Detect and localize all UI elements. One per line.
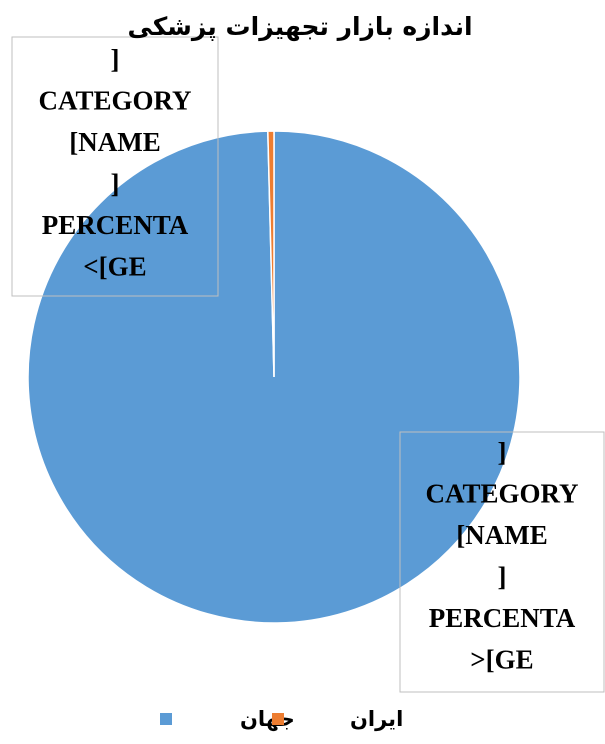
data-label: <[GE	[83, 252, 146, 282]
legend-swatch	[272, 713, 284, 725]
data-label: ]	[498, 437, 507, 467]
chart-title: اندازه بازار تجهیزات پزشکی	[127, 12, 472, 42]
legend-swatch	[160, 713, 172, 725]
pie	[27, 130, 521, 624]
legend: جهان ایران	[160, 707, 403, 731]
data-label: PERCENTA	[429, 603, 576, 633]
legend-label: ایران	[350, 707, 403, 731]
data-label: ]	[498, 562, 507, 592]
data-label: CATEGORY	[425, 479, 578, 509]
data-label: >[GE	[470, 645, 533, 675]
data-label: PERCENTA	[42, 210, 189, 240]
data-label: [NAME	[69, 127, 160, 157]
label-box	[399, 431, 605, 693]
legend-label: جهان	[240, 707, 295, 731]
data-label: ]	[111, 169, 120, 199]
label-box	[11, 36, 219, 297]
data-label: ]	[111, 44, 120, 74]
pie-slice	[267, 130, 275, 378]
data-label: CATEGORY	[38, 86, 191, 116]
data-labels: ] CATEGORY [NAME] PERCENTA >[GE] CATEGORY [NAM…	[11, 36, 605, 693]
data-label: [NAME	[456, 520, 547, 550]
